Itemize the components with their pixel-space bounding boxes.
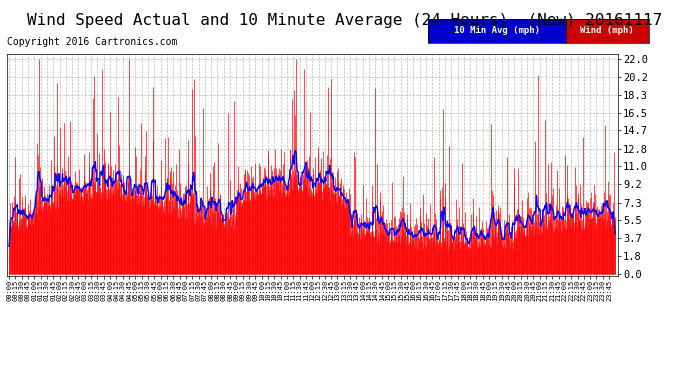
Text: 10 Min Avg (mph): 10 Min Avg (mph) (454, 26, 540, 36)
Text: Copyright 2016 Cartronics.com: Copyright 2016 Cartronics.com (7, 37, 177, 47)
Text: Wind (mph): Wind (mph) (580, 26, 634, 36)
Text: Wind Speed Actual and 10 Minute Average (24 Hours)  (New) 20161117: Wind Speed Actual and 10 Minute Average … (28, 13, 662, 28)
